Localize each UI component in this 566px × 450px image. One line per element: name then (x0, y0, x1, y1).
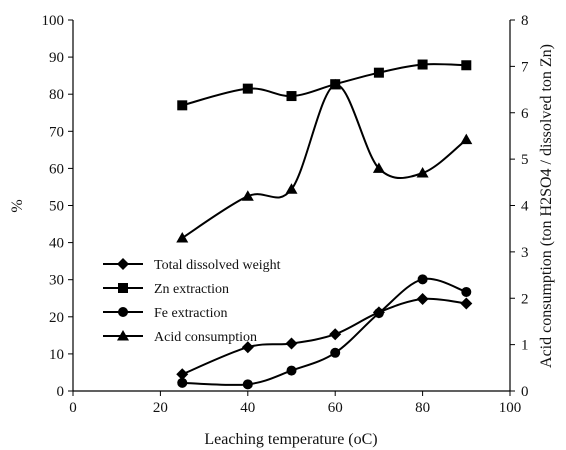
data-point (373, 308, 384, 319)
right-tick-label: 5 (521, 152, 529, 168)
legend: Total dissolved weight Zn extraction Fe ex… (103, 258, 281, 345)
left-axis-title: % (9, 199, 26, 212)
legend-swatch-marker (117, 330, 129, 341)
data-point (242, 83, 253, 94)
right-tick-label: 0 (521, 384, 529, 400)
x-tick-label: 20 (153, 400, 168, 416)
data-point (416, 167, 429, 178)
right-tick-label: 3 (521, 245, 529, 261)
data-point (372, 162, 385, 173)
left-tick-label: 10 (49, 347, 64, 363)
x-tick-label: 100 (499, 400, 522, 416)
right-tick-label: 2 (521, 291, 529, 307)
right-axis-title: Acid consumption (ton H2SO4 / dissolved … (538, 44, 555, 368)
x-tick-label: 40 (240, 400, 255, 416)
left-tick-label: 50 (49, 199, 64, 215)
data-point (286, 91, 297, 102)
left-tick-label: 90 (49, 50, 64, 66)
x-axis-ticks: 0 20 40 60 80 100 (69, 391, 521, 416)
right-tick-label: 7 (521, 59, 529, 75)
left-tick-label: 100 (42, 13, 65, 29)
data-point (461, 60, 472, 71)
series-fe-extraction (177, 274, 472, 390)
legend-entry: Zn extraction (154, 282, 229, 297)
x-tick-label: 60 (328, 400, 343, 416)
left-tick-label: 0 (57, 384, 65, 400)
left-tick-label: 30 (49, 273, 64, 289)
left-axis-ticks: 0 10 20 30 40 50 60 70 80 90 100 (42, 13, 73, 400)
data-point (461, 286, 472, 297)
series-zn-extraction (177, 59, 472, 111)
right-tick-label: 8 (521, 13, 529, 29)
left-tick-label: 70 (49, 124, 64, 140)
left-tick-label: 20 (49, 310, 64, 326)
data-point (241, 190, 254, 201)
legend-swatch-marker (118, 307, 128, 317)
data-point (176, 368, 189, 381)
legend-entry: Total dissolved weight (154, 258, 281, 273)
legend-swatch-marker (118, 283, 128, 293)
data-point (176, 231, 189, 243)
x-tick-label: 80 (415, 400, 430, 416)
x-tick-label: 0 (69, 400, 77, 416)
legend-entry: Acid consumption (154, 330, 257, 345)
legend-swatch-marker (117, 258, 129, 270)
data-point (417, 59, 428, 70)
data-point (329, 78, 342, 90)
series-acid-consumption (176, 78, 473, 243)
data-point (242, 379, 253, 390)
data-point (417, 274, 428, 285)
series-line (181, 83, 467, 239)
data-point (286, 365, 297, 376)
data-point (177, 377, 188, 388)
data-point (460, 133, 473, 145)
data-point (373, 67, 384, 78)
right-tick-label: 1 (521, 338, 529, 354)
data-point (330, 347, 341, 358)
left-tick-label: 40 (49, 236, 64, 252)
data-point (416, 292, 429, 305)
data-point (177, 100, 188, 111)
left-tick-label: 60 (49, 161, 64, 177)
right-tick-label: 4 (521, 199, 529, 215)
data-point (285, 337, 298, 350)
x-axis-title: Leaching temperature (oC) (204, 431, 377, 448)
left-tick-label: 80 (49, 87, 64, 103)
right-tick-label: 6 (521, 106, 529, 122)
data-point (285, 183, 298, 194)
series-layer (176, 59, 473, 390)
right-axis-ticks: 0 1 2 3 4 5 6 7 8 (510, 13, 529, 400)
data-point (241, 341, 254, 354)
data-point (329, 328, 342, 341)
data-point (460, 297, 473, 310)
legend-entry: Fe extraction (154, 306, 227, 321)
